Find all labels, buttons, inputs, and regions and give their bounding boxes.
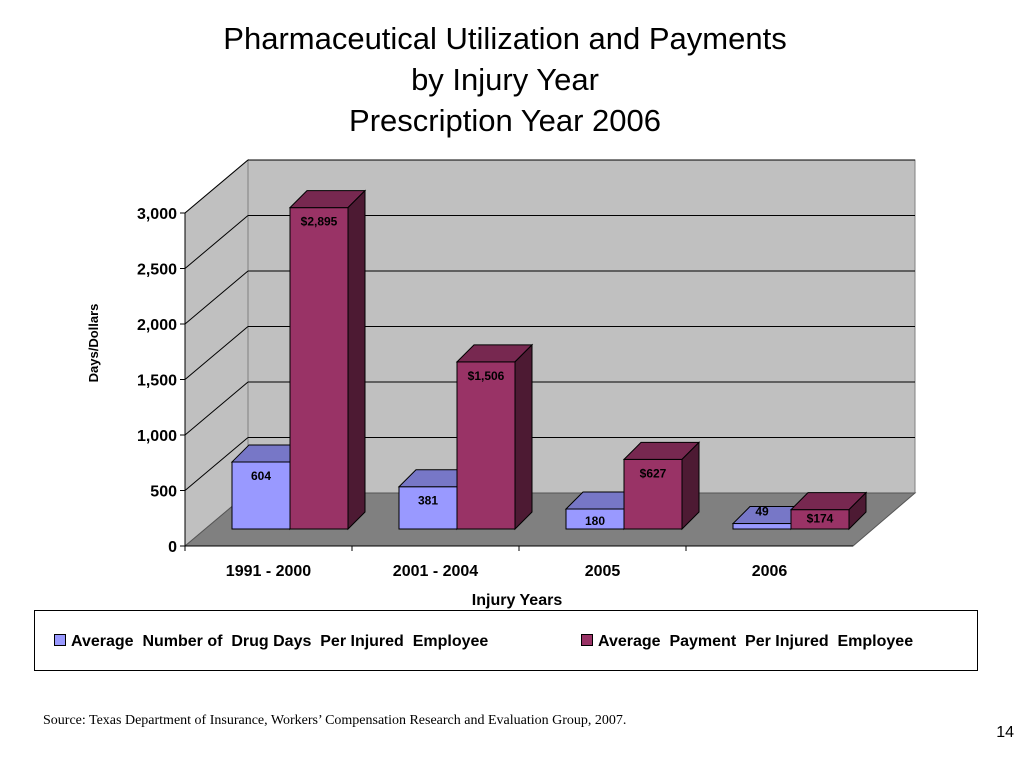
bar-side bbox=[347, 189, 366, 531]
data-label: 604 bbox=[251, 469, 271, 483]
title-line-1: Pharmaceutical Utilization and Payments bbox=[223, 21, 787, 56]
data-label: $1,506 bbox=[468, 369, 505, 383]
chart-legend: Average Number of Drug Days Per Injured … bbox=[34, 610, 978, 671]
gridline-side bbox=[184, 159, 249, 214]
page-number: 14 bbox=[996, 724, 1014, 741]
data-label: $174 bbox=[807, 512, 834, 526]
bar-front bbox=[289, 207, 349, 530]
data-label: 381 bbox=[418, 494, 438, 508]
x-tick-label: 1991 - 2000 bbox=[226, 563, 312, 580]
gridline-side bbox=[184, 381, 249, 436]
legend-item-payment: Average Payment Per Injured Employee bbox=[581, 633, 913, 651]
source-note: Source: Texas Department of Insurance, W… bbox=[43, 713, 627, 728]
gridline-side bbox=[184, 215, 249, 269]
title-line-2: by Injury Year bbox=[411, 62, 599, 97]
y-tick-label: 500 bbox=[150, 484, 177, 501]
legend-swatch-payment bbox=[581, 634, 593, 646]
bar-side bbox=[681, 441, 700, 531]
bar-side bbox=[514, 343, 533, 531]
y-tick-label: 3,000 bbox=[137, 206, 177, 223]
title-line-3: Prescription Year 2006 bbox=[349, 103, 661, 138]
x-tick-label: 2001 - 2004 bbox=[393, 563, 479, 580]
y-tick-label: 0 bbox=[168, 539, 177, 556]
legend-swatch-drug-days bbox=[54, 634, 66, 646]
legend-item-drug-days: Average Number of Drug Days Per Injured … bbox=[54, 633, 488, 651]
bar-front bbox=[456, 361, 516, 530]
gridline-side bbox=[184, 437, 249, 491]
gridline-side bbox=[184, 270, 249, 325]
y-tick-label: 1,500 bbox=[137, 373, 177, 390]
y-tick-label: 2,000 bbox=[137, 317, 177, 334]
chart-title: Pharmaceutical Utilization and Payments … bbox=[0, 18, 1010, 141]
y-axis-title: Days/Dollars bbox=[86, 304, 101, 383]
data-label: 180 bbox=[585, 514, 605, 528]
x-tick-label: 2005 bbox=[585, 563, 621, 580]
bar-side bbox=[848, 491, 867, 531]
y-tick-label: 1,000 bbox=[137, 428, 177, 445]
data-label: $2,895 bbox=[301, 215, 338, 229]
x-tick-label: 2006 bbox=[752, 563, 788, 580]
data-label: $627 bbox=[640, 466, 667, 480]
data-label: 49 bbox=[755, 505, 769, 519]
y-tick-label: 2,500 bbox=[137, 262, 177, 279]
legend-label-payment: Average Payment Per Injured Employee bbox=[598, 633, 914, 650]
x-axis-title: Injury Years bbox=[472, 592, 563, 609]
legend-label-drug-days: Average Number of Drug Days Per Injured … bbox=[71, 633, 489, 650]
bar-front bbox=[732, 523, 792, 530]
bar-front bbox=[231, 461, 291, 530]
chart-area: 0 500 1,000 1,500 2,000 2,500 3,000 Days/Dollar… bbox=[86, 158, 917, 609]
gridline-side bbox=[184, 326, 249, 380]
